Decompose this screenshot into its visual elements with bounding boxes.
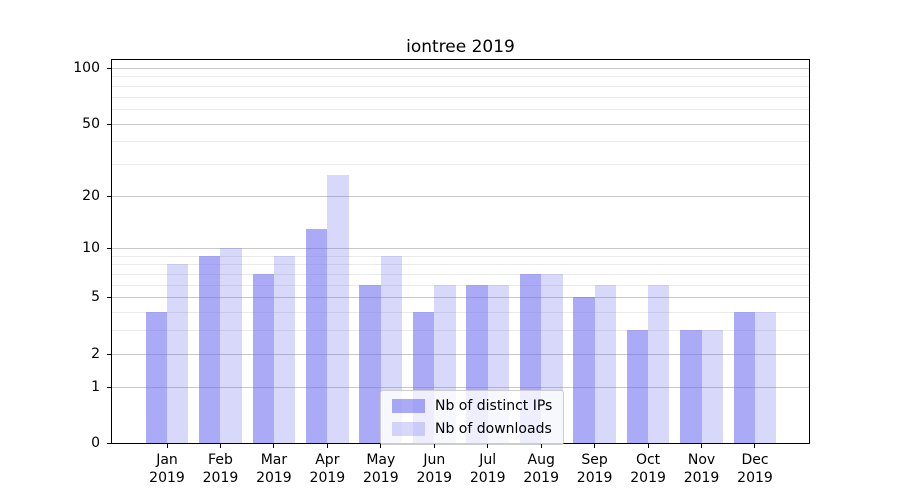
x-tick-label-mar-2019: Mar 2019 (256, 452, 292, 486)
gridline-major-5 (112, 297, 809, 299)
y-tick-label-20: 20 (82, 187, 100, 204)
x-tick-mark-feb-2019 (219, 444, 221, 448)
y-tick-mark-2 (107, 354, 111, 355)
y-tick-label-100: 100 (73, 60, 100, 76)
x-tick-mark-jun-2019 (433, 444, 435, 448)
gridline-major-10 (112, 248, 809, 250)
x-tick-label-nov-2019: Nov 2019 (683, 452, 720, 486)
y-tick-mark-0 (107, 443, 111, 444)
bar-nb-of-distinct-ips-feb-2019 (199, 255, 221, 443)
bar-nb-of-downloads-nov-2019 (701, 330, 723, 443)
bar-nb-of-downloads-mar-2019 (273, 255, 296, 443)
gridline-minor-6 (112, 284, 809, 286)
x-tick-label-jul-2019: Jul 2019 (469, 452, 506, 486)
y-tick-label-50: 50 (82, 115, 100, 132)
x-tick-label-oct-2019: Oct 2019 (630, 452, 666, 486)
gridline-minor-8 (112, 264, 809, 266)
y-tick-label-0: 0 (91, 435, 100, 451)
y-tick-mark-5 (107, 297, 111, 298)
gridline-minor-80 (112, 85, 809, 87)
gridline-major-100 (112, 68, 809, 69)
gridline-minor-9 (112, 255, 809, 257)
bar-nb-of-distinct-ips-nov-2019 (680, 330, 702, 443)
x-tick-mark-may-2019 (380, 444, 382, 448)
x-tick-label-aug-2019: Aug 2019 (523, 452, 559, 486)
x-tick-mark-jul-2019 (487, 444, 489, 448)
x-tick-label-feb-2019: Feb 2019 (202, 452, 239, 486)
legend-label-distinct-ips: Nb of distinct IPs (435, 398, 553, 414)
legend-item-downloads: Nb of downloads (392, 421, 552, 437)
gridline-minor-90 (112, 76, 809, 78)
x-tick-label-jun-2019: Jun 2019 (416, 452, 453, 486)
chart-title: iontree 2019 (406, 37, 515, 57)
x-tick-mark-mar-2019 (273, 444, 275, 448)
bar-nb-of-downloads-feb-2019 (220, 248, 242, 443)
bar-nb-of-downloads-dec-2019 (754, 312, 777, 443)
y-tick-mark-100 (107, 68, 111, 69)
gridline-major-20 (112, 195, 809, 197)
gridline-minor-3 (112, 330, 809, 332)
gridline-minor-70 (112, 96, 809, 98)
bar-nb-of-distinct-ips-dec-2019 (733, 312, 755, 443)
bar-nb-of-downloads-oct-2019 (648, 284, 670, 443)
y-tick-label-10: 10 (82, 240, 100, 257)
legend: Nb of distinct IPs Nb of downloads (380, 390, 565, 445)
gridline-major-2 (112, 353, 809, 355)
bar-nb-of-downloads-jan-2019 (167, 264, 189, 443)
y-tick-mark-20 (107, 196, 111, 197)
x-tick-mark-jan-2019 (166, 444, 168, 448)
x-tick-mark-oct-2019 (647, 444, 649, 448)
bar-nb-of-distinct-ips-apr-2019 (305, 228, 328, 443)
y-tick-label-5: 5 (91, 289, 100, 306)
x-tick-label-sep-2019: Sep 2019 (576, 452, 613, 486)
gridline-minor-4 (112, 312, 809, 314)
y-tick-label-2: 2 (91, 345, 100, 362)
legend-label-downloads: Nb of downloads (435, 421, 552, 437)
bar-nb-of-distinct-ips-mar-2019 (252, 274, 274, 443)
x-tick-mark-dec-2019 (754, 444, 756, 448)
bar-nb-of-downloads-sep-2019 (594, 284, 617, 443)
x-tick-mark-nov-2019 (701, 444, 703, 448)
gridline-minor-60 (112, 108, 809, 110)
gridline-minor-30 (112, 163, 809, 165)
x-tick-label-apr-2019: Apr 2019 (309, 452, 346, 486)
bar-nb-of-distinct-ips-jan-2019 (145, 312, 167, 443)
plot-area (111, 59, 810, 444)
gridline-minor-40 (112, 141, 809, 143)
y-tick-mark-50 (107, 124, 111, 125)
x-tick-label-dec-2019: Dec 2019 (737, 452, 773, 486)
y-tick-mark-1 (107, 387, 111, 388)
x-tick-mark-sep-2019 (594, 444, 596, 448)
legend-swatch-distinct-ips (392, 399, 425, 413)
bar-nb-of-distinct-ips-may-2019 (359, 284, 381, 443)
x-tick-label-jan-2019: Jan 2019 (149, 452, 185, 486)
gridline-major-50 (112, 123, 809, 125)
y-tick-mark-10 (107, 248, 111, 249)
bar-nb-of-distinct-ips-oct-2019 (626, 330, 649, 443)
x-tick-mark-aug-2019 (540, 444, 542, 448)
gridline-minor-7 (112, 274, 809, 276)
x-tick-mark-apr-2019 (326, 444, 328, 448)
gridline-major-1 (112, 386, 809, 388)
y-tick-label-1: 1 (91, 378, 100, 395)
legend-item-distinct-ips: Nb of distinct IPs (392, 398, 552, 414)
bar-nb-of-distinct-ips-sep-2019 (573, 297, 595, 443)
bar-nb-of-downloads-apr-2019 (327, 175, 349, 443)
legend-swatch-downloads (392, 422, 425, 436)
x-tick-label-may-2019: May 2019 (362, 452, 399, 486)
